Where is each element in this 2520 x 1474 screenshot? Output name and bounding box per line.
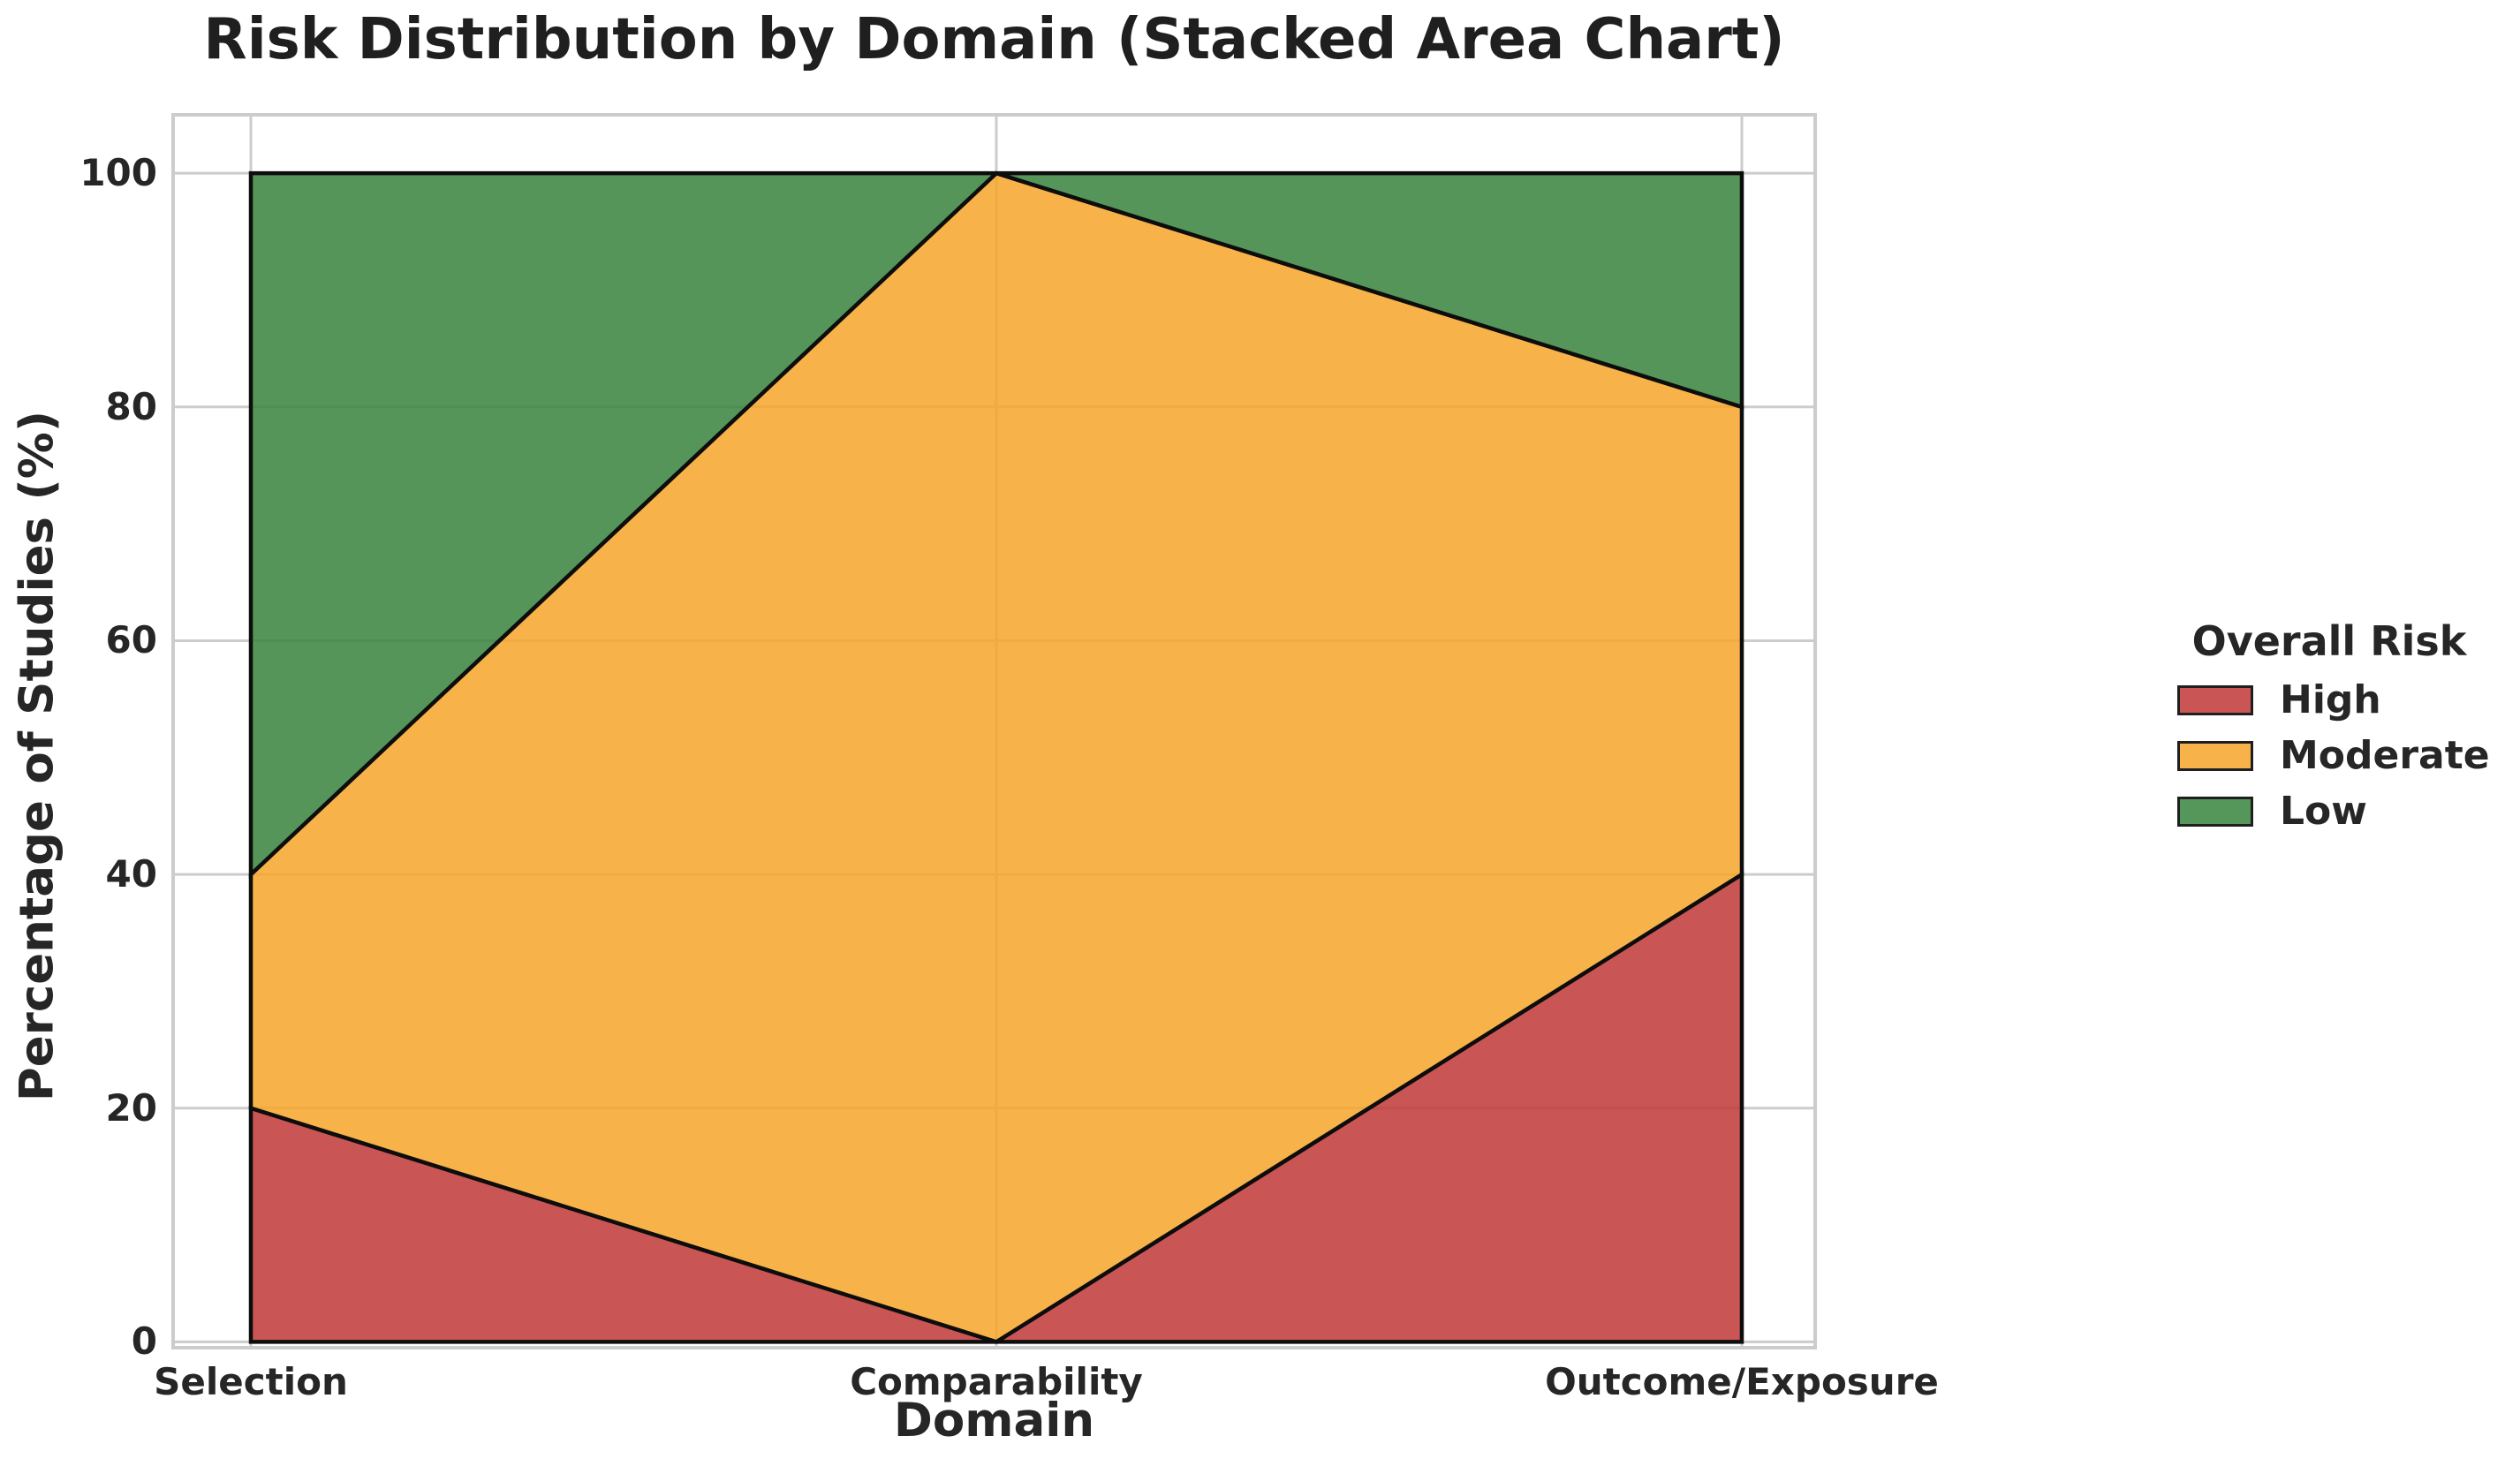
y-axis-label: Percentage of Studies (%) (10, 410, 64, 1102)
x-axis-label: Domain (893, 1394, 1095, 1448)
y-tick-label: 0 (131, 1319, 157, 1364)
x-tick-label: Selection (154, 1360, 348, 1403)
legend-item-moderate: Moderate (2177, 736, 2490, 776)
legend-label-high: High (2280, 677, 2381, 722)
plot-border (171, 113, 1817, 1349)
legend-label-moderate: Moderate (2280, 733, 2490, 778)
legend: Overall Risk High Moderate Low (2177, 617, 2490, 847)
legend-items: High Moderate Low (2177, 680, 2490, 832)
chart-title: Risk Distribution by Domain (Stacked Are… (203, 7, 1785, 72)
legend-label-low: Low (2280, 789, 2367, 834)
y-tick-label: 60 (105, 618, 157, 662)
legend-item-low: Low (2177, 791, 2481, 832)
legend-swatch-high (2177, 685, 2253, 715)
area-low (248, 170, 1744, 880)
y-tick-label: 20 (105, 1085, 157, 1130)
y-tick-label: 80 (105, 384, 157, 428)
legend-title: Overall Risk (2191, 617, 2467, 665)
legend-swatch-moderate (2177, 741, 2253, 771)
legend-swatch-low (2177, 797, 2253, 827)
x-tick-label: Outcome/Exposure (1545, 1360, 1939, 1403)
y-tick-label: 100 (79, 151, 157, 195)
x-tick-label: Comparability (850, 1360, 1143, 1403)
legend-item-high: High (2177, 680, 2481, 721)
y-tick-label: 40 (105, 852, 157, 896)
